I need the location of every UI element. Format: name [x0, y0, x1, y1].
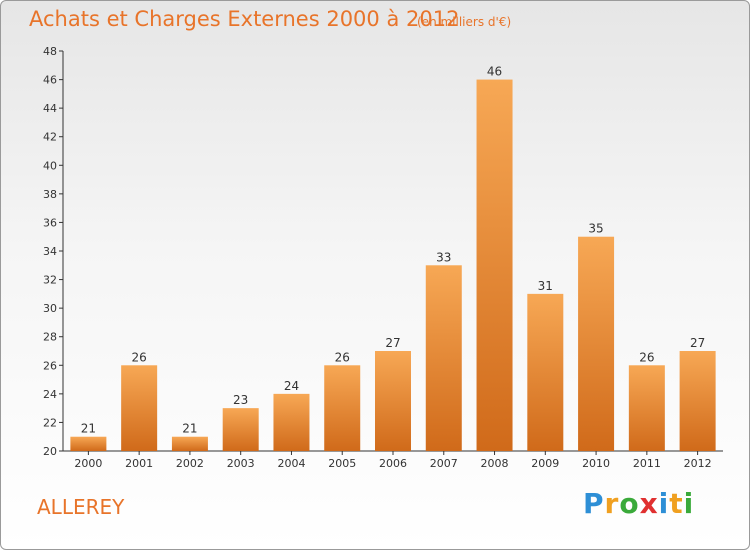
data-label: 33	[436, 250, 451, 264]
data-label: 46	[487, 65, 502, 79]
x-tick-label: 2007	[430, 457, 458, 470]
proxiti-logo: Proxiti	[583, 487, 694, 520]
bar	[425, 265, 462, 451]
x-tick-label: 2003	[227, 457, 255, 470]
bar	[527, 293, 564, 451]
x-tick-label: 2010	[582, 457, 610, 470]
logo-letter: x	[639, 487, 659, 520]
chart-unit: (en milliers d'€)	[417, 15, 512, 29]
data-label: 26	[639, 350, 654, 364]
chart-title: Achats et Charges Externes 2000 à 2012	[29, 7, 460, 31]
x-tick-label: 2000	[74, 457, 102, 470]
y-tick-label: 26	[43, 359, 57, 372]
logo-letter: i	[683, 487, 695, 520]
x-tick-label: 2012	[684, 457, 712, 470]
bar	[476, 79, 513, 452]
bar	[70, 436, 107, 451]
y-tick-label: 24	[43, 388, 57, 401]
data-label: 31	[538, 279, 553, 293]
data-label: 27	[690, 336, 705, 350]
y-tick-label: 42	[43, 131, 57, 144]
bar	[324, 365, 361, 451]
bar	[171, 436, 208, 451]
logo-letter: i	[658, 487, 670, 520]
y-tick-label: 38	[43, 188, 57, 201]
logo-letter: o	[619, 487, 640, 520]
bar	[679, 351, 716, 451]
data-label: 21	[81, 422, 96, 436]
data-label: 35	[588, 222, 603, 236]
bar	[121, 365, 158, 451]
y-tick-label: 20	[43, 445, 57, 458]
logo-letter: t	[669, 487, 684, 520]
bar	[375, 351, 411, 451]
bar	[628, 365, 665, 451]
x-tick-label: 2006	[379, 457, 407, 470]
data-label: 21	[182, 422, 197, 436]
y-tick-label: 44	[43, 102, 57, 115]
y-tick-label: 36	[43, 216, 57, 229]
y-tick-label: 40	[43, 159, 57, 172]
y-tick-label: 32	[43, 274, 57, 287]
x-tick-label: 2005	[328, 457, 356, 470]
x-tick-label: 2008	[481, 457, 509, 470]
data-label: 23	[233, 393, 248, 407]
bar	[578, 236, 615, 451]
y-tick-label: 30	[43, 302, 57, 315]
bar	[222, 408, 259, 451]
y-tick-label: 48	[43, 45, 57, 58]
y-tick-label: 34	[43, 245, 57, 258]
data-label: 26	[335, 350, 350, 364]
x-tick-label: 2009	[531, 457, 559, 470]
commune-name: ALLEREY	[37, 495, 125, 519]
x-tick-label: 2001	[125, 457, 153, 470]
logo-letter: P	[583, 487, 605, 520]
y-tick-label: 22	[43, 416, 57, 429]
x-tick-label: 2011	[633, 457, 661, 470]
y-tick-label: 46	[43, 74, 57, 87]
data-label: 26	[132, 350, 147, 364]
y-tick-label: 28	[43, 331, 57, 344]
data-label: 24	[284, 379, 299, 393]
x-tick-label: 2002	[176, 457, 204, 470]
x-tick-label: 2004	[277, 457, 305, 470]
data-label: 27	[385, 336, 400, 350]
bar	[273, 393, 310, 451]
logo-letter: r	[604, 487, 620, 520]
